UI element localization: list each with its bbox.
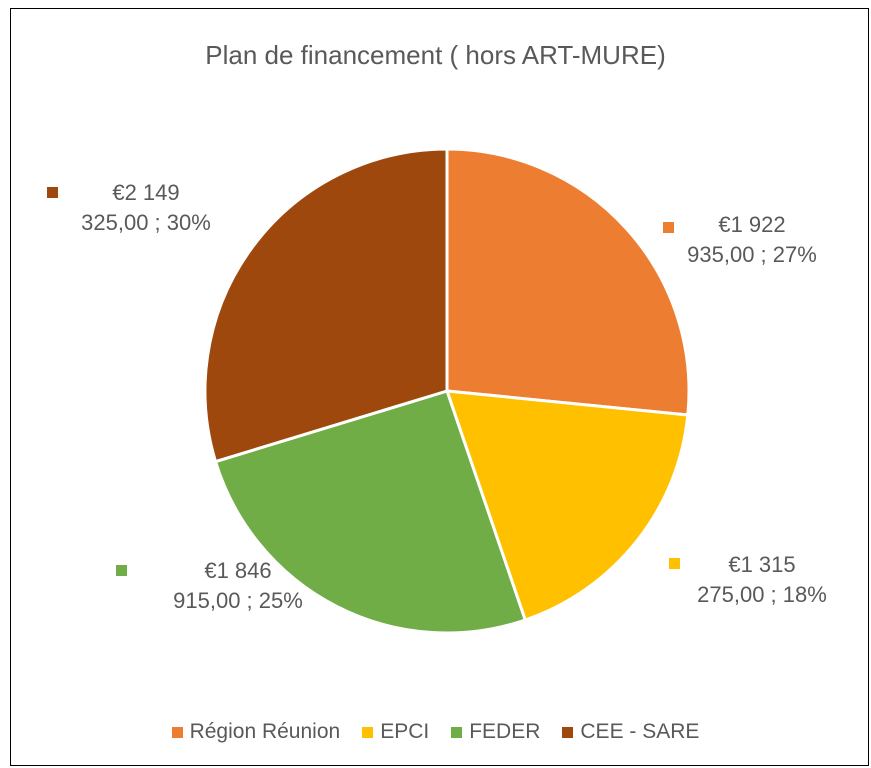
data-label: €1 846 915,00 ; 25%: [173, 558, 303, 613]
legend-label: CEE - SARE: [580, 720, 700, 743]
data-label: €1 315 275,00 ; 18%: [697, 552, 827, 607]
legend-item: EPCI: [362, 720, 429, 744]
pie-slice: [203, 147, 449, 464]
legend-label: EPCI: [380, 720, 430, 743]
legend: Région Réunion EPCI FEDER CEE - SARE: [0, 720, 871, 744]
legend-swatch: [451, 726, 463, 738]
label-marker: [47, 187, 58, 198]
legend-item: Région Réunion: [171, 720, 341, 744]
label-marker: [663, 222, 674, 233]
legend-swatch: [171, 726, 183, 738]
legend-label: Région Réunion: [189, 720, 341, 743]
legend-label: FEDER: [469, 720, 541, 743]
pie-slice: [213, 389, 528, 635]
legend-item: CEE - SARE: [562, 720, 699, 744]
data-label: €2 149 325,00 ; 30%: [81, 180, 211, 235]
chart-title: Plan de financement ( hors ART-MURE): [205, 40, 666, 70]
pie-slice: [445, 147, 691, 417]
legend-swatch: [562, 726, 574, 738]
legend-item: FEDER: [451, 720, 540, 744]
label-marker: [116, 565, 127, 576]
chart-frame: [10, 8, 869, 766]
legend-swatch: [362, 726, 374, 738]
label-marker: [669, 558, 680, 569]
data-label: €1 922 935,00 ; 27%: [687, 212, 817, 267]
